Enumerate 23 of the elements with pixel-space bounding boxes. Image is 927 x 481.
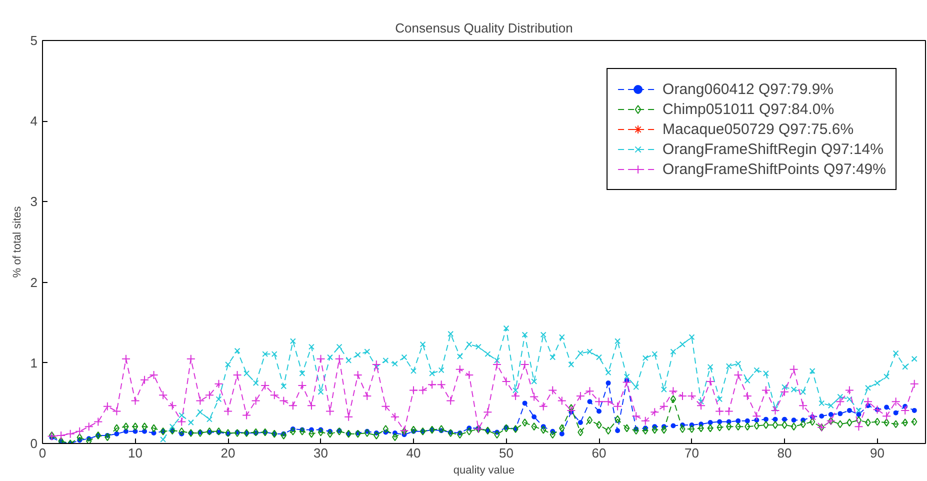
y-tick-label: 5 <box>30 33 38 48</box>
chart-title: Consensus Quality Distribution <box>395 20 573 36</box>
x-tick-label: 10 <box>128 446 142 460</box>
y-tick-label: 3 <box>30 194 38 210</box>
x-axis-title: quality value <box>453 464 515 476</box>
y-tick-label: 2 <box>30 274 38 290</box>
y-tick-label: 1 <box>30 355 38 370</box>
x-tick-label: 70 <box>684 446 700 460</box>
legend-label: OrangFrameShiftPoints Q97:49% <box>662 160 886 179</box>
x-tick-label: 30 <box>314 446 328 460</box>
x-tick-label: 50 <box>499 446 514 460</box>
x-tick-label: 60 <box>592 446 606 460</box>
x-tick-label: 90 <box>870 446 885 460</box>
x-tick-label: 20 <box>220 446 236 460</box>
legend-label: Chimp051011 Q97:84.0% <box>662 100 834 119</box>
x-tick-label: 80 <box>777 446 792 460</box>
x-tick-label: 40 <box>406 446 421 460</box>
y-tick-label: 4 <box>30 114 38 129</box>
y-axis-title: % of total sites <box>11 206 24 278</box>
y-tick-label: 0 <box>30 436 38 451</box>
legend-label: Orang060412 Q97:79.9% <box>662 80 834 99</box>
legend-label: OrangFrameShiftRegin Q97:14% <box>662 140 884 159</box>
legend-label: Macaque050729 Q97:75.6% <box>662 120 854 139</box>
